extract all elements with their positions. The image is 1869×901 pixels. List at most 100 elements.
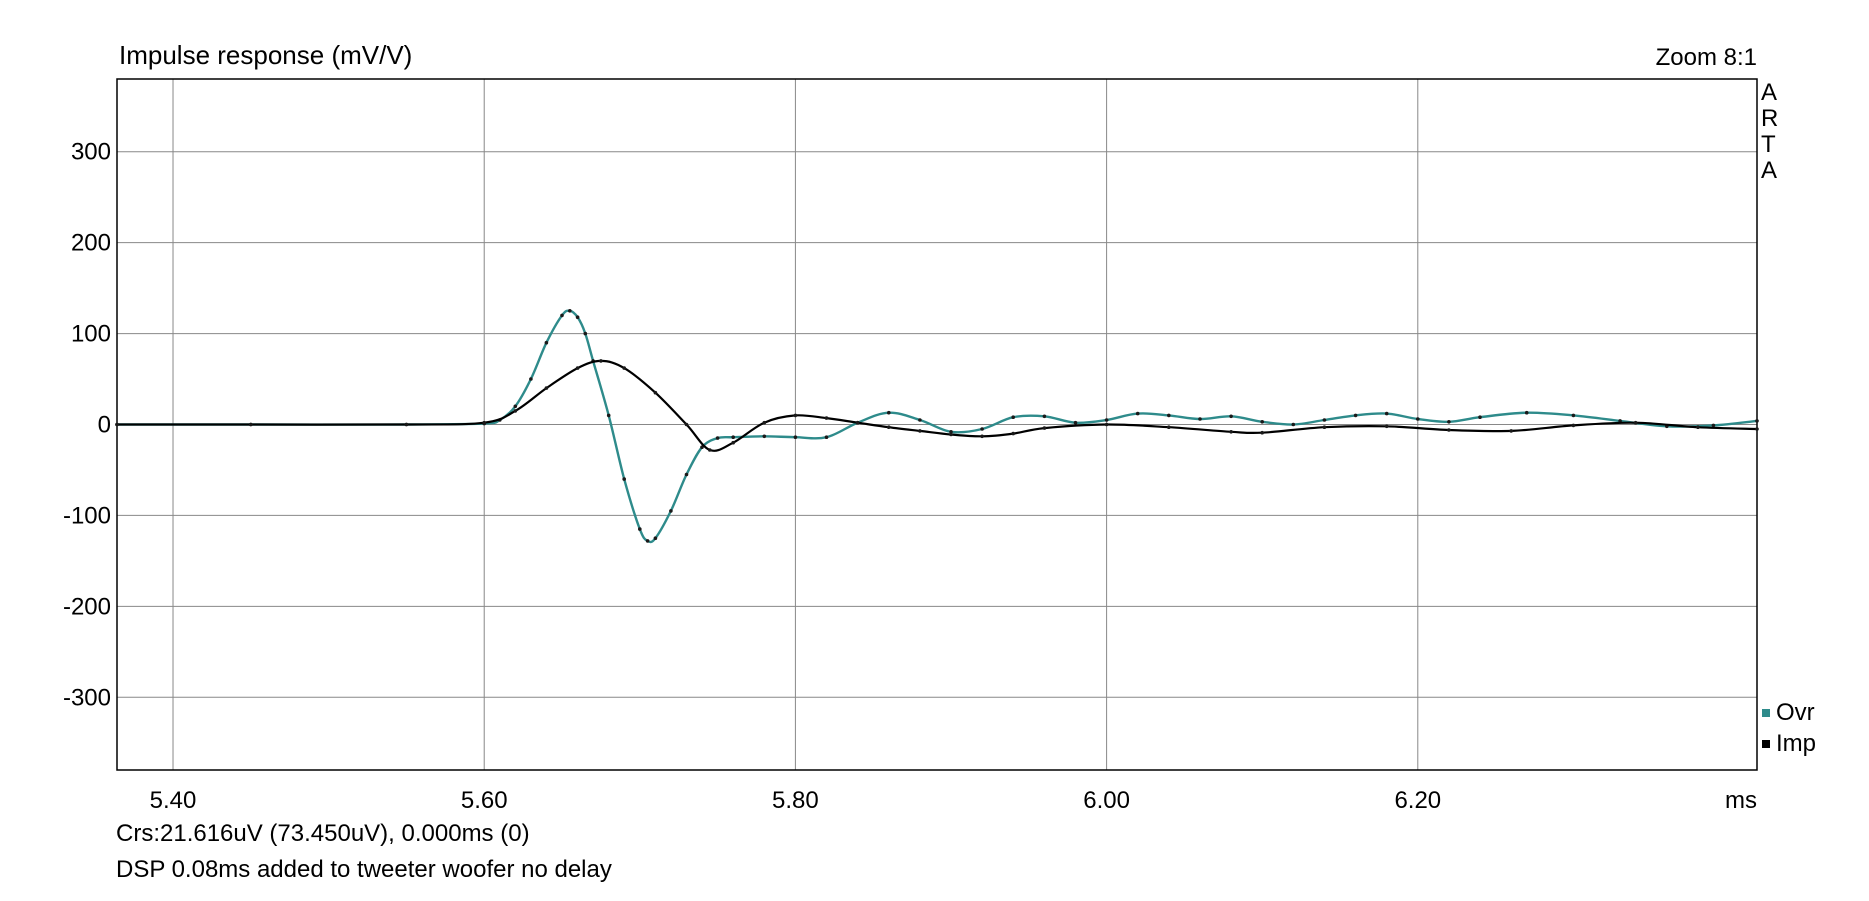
- data-point-ovr: [1260, 420, 1264, 424]
- data-point-imp: [622, 366, 626, 370]
- data-point-ovr: [1104, 418, 1109, 422]
- x-axis-ticks: 5.40 5.60 5.80 6.00 6.20 ms: [150, 787, 1757, 814]
- data-point-ovr: [583, 331, 588, 336]
- data-point-ovr: [1322, 418, 1327, 422]
- data-point-ovr: [1073, 420, 1078, 425]
- brand-letter: R: [1761, 105, 1779, 132]
- data-point-imp: [887, 425, 891, 430]
- data-point-ovr: [684, 472, 689, 477]
- data-point-imp: [793, 413, 798, 418]
- data-point-imp: [1104, 422, 1109, 427]
- data-point-ovr: [762, 434, 767, 439]
- brand-letter: A: [1761, 157, 1778, 184]
- data-point-ovr: [887, 410, 891, 415]
- legend-label-ovr: Ovr: [1776, 699, 1815, 726]
- data-point-imp: [1229, 430, 1233, 434]
- data-point-ovr: [715, 436, 720, 440]
- data-point-imp: [949, 432, 953, 437]
- brand-letter: A: [1761, 79, 1778, 106]
- cursor-readout: Crs:21.616uV (73.450uV), 0.000ms (0): [116, 820, 530, 847]
- data-point-ovr: [1755, 419, 1759, 423]
- data-point-imp: [575, 366, 580, 370]
- legend-swatch-ovr: [1762, 708, 1770, 717]
- data-point-imp: [1571, 423, 1576, 428]
- data-point-ovr: [1042, 414, 1047, 419]
- data-point-ovr: [568, 309, 572, 313]
- data-point-ovr: [606, 413, 611, 418]
- arta-brand: A R T A: [1761, 80, 1778, 184]
- legend-swatch-imp: [1762, 739, 1770, 748]
- data-point-imp: [482, 420, 487, 425]
- data-point-imp: [708, 448, 712, 452]
- data-point-ovr: [622, 477, 626, 481]
- data-point-ovr: [918, 418, 922, 422]
- y-tick-label: -300: [63, 684, 111, 711]
- x-tick-label: 6.20: [1394, 787, 1441, 814]
- data-point-ovr: [1416, 417, 1420, 421]
- data-point-imp: [1011, 431, 1015, 436]
- data-point-ovr: [1198, 417, 1202, 421]
- legend-label-imp: Imp: [1776, 730, 1817, 757]
- data-point-imp: [1509, 429, 1513, 433]
- data-point-ovr: [529, 377, 533, 381]
- data-point-imp: [653, 390, 658, 395]
- data-point-imp: [1042, 426, 1047, 430]
- data-point-ovr: [1229, 414, 1233, 419]
- y-tick-label: 300: [71, 139, 111, 166]
- data-point-imp: [1260, 430, 1264, 435]
- x-axis-unit-label: ms: [1725, 787, 1757, 814]
- x-tick-label: 5.60: [461, 787, 508, 814]
- x-tick-label: 5.80: [772, 787, 819, 814]
- data-point-imp: [1384, 424, 1389, 429]
- data-point-imp: [855, 420, 860, 425]
- data-point-ovr: [700, 445, 704, 450]
- data-point-ovr: [1571, 413, 1576, 418]
- zoom-level: Zoom 8:1: [1655, 44, 1757, 71]
- data-point-ovr: [645, 539, 650, 543]
- data-point-imp: [1322, 425, 1327, 430]
- chart-title: Impulse response (mV/V): [119, 40, 413, 70]
- data-point-ovr: [793, 435, 798, 440]
- data-point-ovr: [1167, 413, 1171, 418]
- y-tick-label: -200: [63, 593, 111, 620]
- x-tick-label: 6.00: [1083, 787, 1130, 814]
- data-point-imp: [544, 386, 549, 390]
- data-point-ovr: [1353, 413, 1358, 418]
- series-line-ovr: [116, 309, 1758, 544]
- series-line-imp: [116, 359, 1758, 452]
- data-point-ovr: [544, 340, 549, 345]
- measurement-note: DSP 0.08ms added to tweeter woofer no de…: [116, 856, 612, 883]
- data-point-imp: [1755, 427, 1759, 431]
- y-tick-label: 200: [71, 230, 111, 257]
- data-point-imp: [762, 420, 767, 425]
- data-point-imp: [1633, 420, 1638, 425]
- data-point-ovr: [1291, 422, 1296, 427]
- data-point-ovr: [1384, 411, 1389, 416]
- data-point-imp: [918, 429, 922, 433]
- data-point-imp: [404, 422, 409, 427]
- data-point-ovr: [653, 536, 658, 540]
- data-point-imp: [824, 416, 829, 420]
- data-point-imp: [249, 422, 253, 427]
- y-tick-label: 0: [98, 412, 111, 439]
- data-point-ovr: [1711, 423, 1716, 428]
- chart-series: [115, 309, 1759, 544]
- data-point-ovr: [1011, 415, 1015, 420]
- data-point-ovr: [575, 315, 580, 320]
- data-point-ovr: [1524, 410, 1529, 415]
- data-point-imp: [684, 422, 689, 427]
- data-point-ovr: [560, 313, 564, 318]
- data-point-ovr: [638, 527, 642, 531]
- data-point-imp: [513, 409, 518, 413]
- data-point-imp: [599, 359, 603, 363]
- chart-legend: Ovr Imp: [1762, 697, 1816, 759]
- data-point-ovr: [824, 435, 829, 440]
- y-tick-label: -100: [63, 502, 111, 529]
- data-point-imp: [1167, 425, 1171, 430]
- brand-letter: T: [1761, 131, 1776, 158]
- data-point-ovr: [949, 430, 953, 434]
- data-point-imp: [980, 434, 984, 439]
- y-axis-ticks: 300 200 100 0 -100 -200 -300: [63, 139, 111, 712]
- data-point-ovr: [669, 509, 673, 513]
- y-tick-label: 100: [71, 321, 111, 348]
